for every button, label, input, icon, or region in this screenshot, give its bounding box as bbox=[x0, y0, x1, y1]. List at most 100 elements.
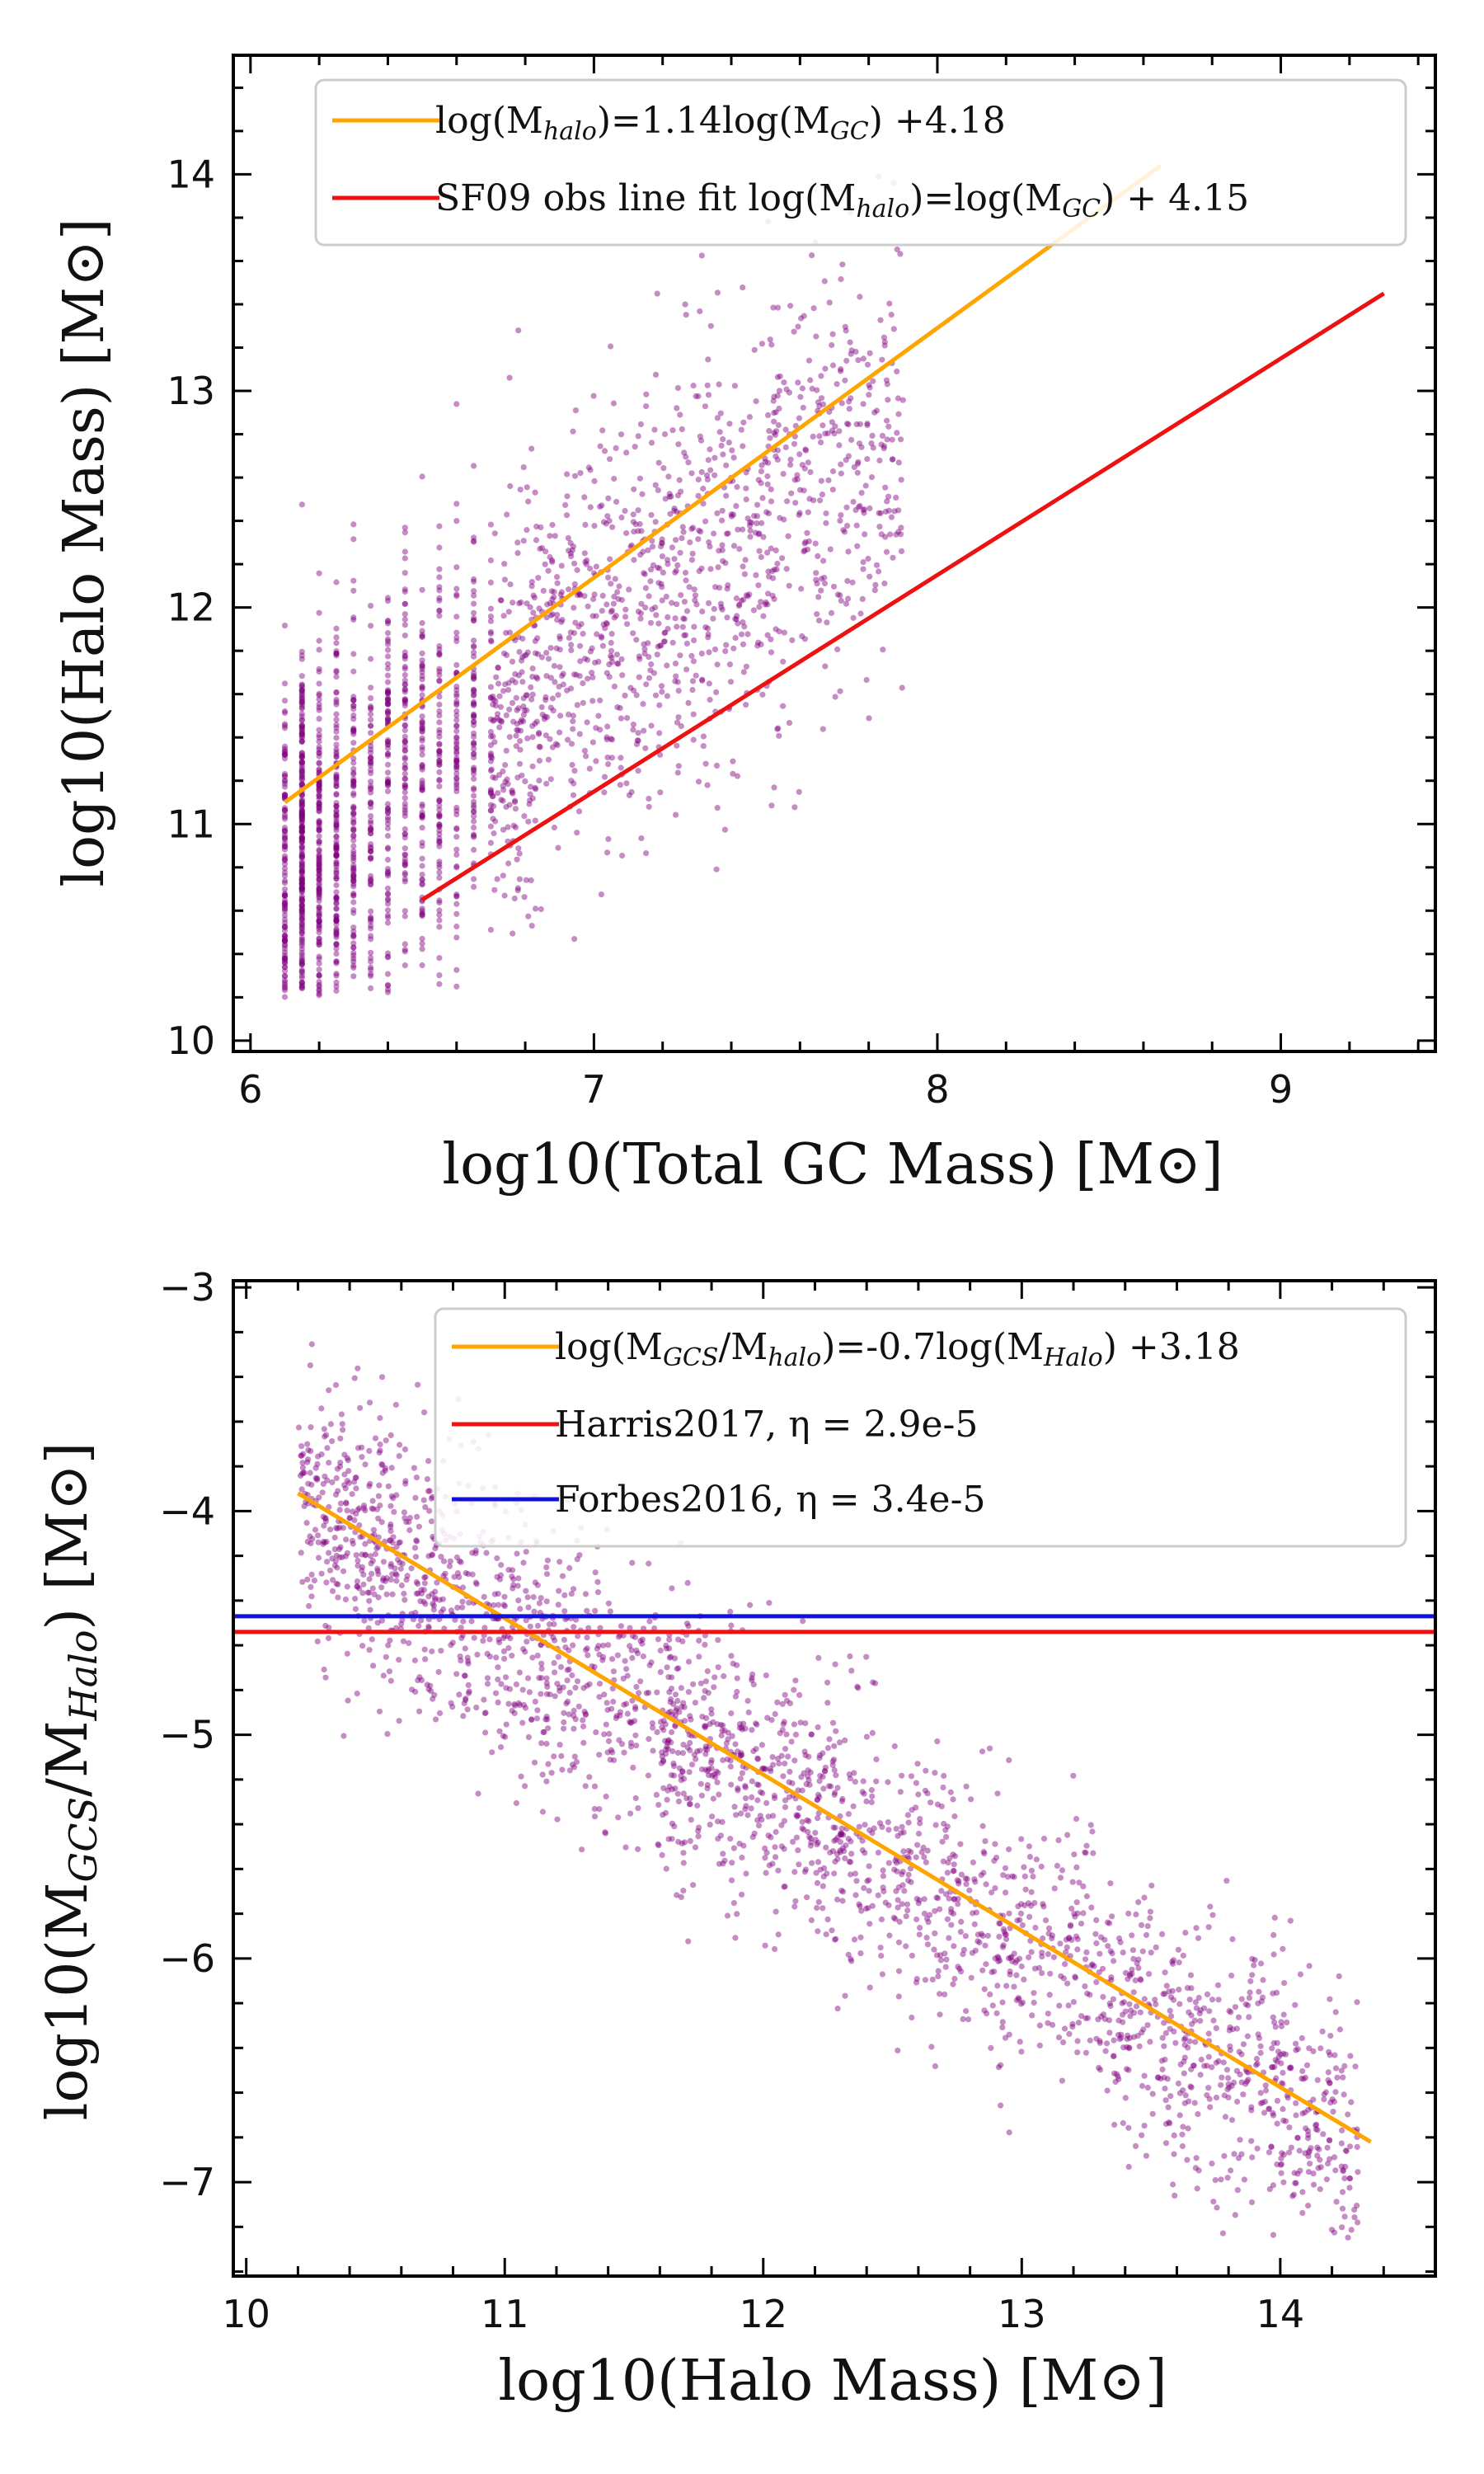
top-scatter-point bbox=[822, 365, 829, 372]
bottom-scatter-point bbox=[632, 1705, 639, 1712]
bottom-scatter-point bbox=[582, 1711, 589, 1719]
bottom-scatter-point bbox=[816, 1752, 824, 1759]
top-scatter-point bbox=[333, 667, 340, 675]
bottom-scatter-point bbox=[941, 1772, 947, 1779]
top-scatter-point bbox=[551, 594, 557, 600]
top-scatter-point bbox=[500, 688, 507, 694]
top-scatter-point bbox=[281, 933, 289, 939]
bottom-scatter-point bbox=[622, 1658, 628, 1664]
bottom-scatter-point bbox=[801, 1748, 808, 1755]
bottom-scatter-point bbox=[795, 1847, 801, 1854]
bottom-scatter-point bbox=[1225, 2094, 1232, 2100]
bottom-scatter-point bbox=[418, 1677, 425, 1683]
bottom-scatter-point bbox=[624, 1672, 631, 1679]
bottom-scatter-point bbox=[1097, 2067, 1104, 2073]
bottom-scatter-point bbox=[618, 1623, 625, 1630]
bottom-scatter-point bbox=[708, 1765, 715, 1771]
top-scatter-point bbox=[368, 783, 374, 789]
top-scatter-point bbox=[672, 678, 679, 684]
top-scatter-point bbox=[316, 855, 322, 862]
bottom-scatter-point bbox=[834, 1856, 841, 1862]
bottom-scatter-point bbox=[1058, 1973, 1064, 1979]
bottom-scatter-point bbox=[732, 1693, 740, 1700]
top-scatter-point bbox=[298, 929, 305, 936]
top-scatter-point bbox=[298, 908, 305, 915]
bottom-scatter-point bbox=[1299, 2067, 1306, 2075]
top-scatter-point bbox=[520, 538, 527, 544]
bottom-scatter-point bbox=[377, 1502, 383, 1509]
bottom-scatter-point bbox=[430, 1601, 436, 1607]
top-scatter-point bbox=[384, 825, 392, 832]
bottom-scatter-point bbox=[731, 1804, 738, 1810]
bottom-scatter-point bbox=[1304, 2128, 1312, 2134]
bottom-scatter-point bbox=[1284, 2019, 1290, 2025]
top-scatter-point bbox=[763, 599, 769, 606]
bottom-scatter-point bbox=[1090, 1850, 1097, 1856]
bottom-scatter-point bbox=[742, 1784, 749, 1790]
top-scatter-point bbox=[713, 689, 720, 696]
top-scatter-point bbox=[384, 700, 392, 708]
bottom-scatter-point bbox=[353, 1485, 359, 1492]
bottom-scatter-point bbox=[420, 1409, 428, 1416]
bottom-scatter-point bbox=[333, 1525, 340, 1531]
top-scatter-point bbox=[298, 828, 305, 835]
top-scatter-point bbox=[402, 671, 408, 679]
bottom-scatter-point bbox=[361, 1617, 368, 1624]
top-scatter-point bbox=[868, 440, 875, 447]
top-scatter-point bbox=[384, 890, 392, 897]
bottom-scatter-point bbox=[715, 1836, 721, 1842]
top-scatter-point bbox=[567, 539, 574, 547]
bottom-scatter-point bbox=[1255, 2000, 1261, 2006]
top-scatter-point bbox=[593, 563, 600, 570]
top-scatter-point bbox=[715, 564, 721, 571]
bottom-scatter-point bbox=[385, 1483, 392, 1489]
bottom-scatter-point bbox=[666, 1645, 673, 1652]
top-scatter-point bbox=[471, 831, 477, 838]
bottom-scatter-point bbox=[847, 1776, 853, 1782]
top-scatter-point bbox=[316, 870, 322, 877]
top-scatter-point bbox=[490, 733, 496, 740]
bottom-scatter-point bbox=[497, 1744, 505, 1751]
top-scatter-point bbox=[756, 548, 763, 554]
bottom-scatter-point bbox=[814, 1879, 821, 1886]
top-scatter-point bbox=[316, 877, 322, 883]
bottom-scatter-point bbox=[502, 1733, 509, 1740]
top-scatter-point bbox=[281, 955, 289, 962]
bottom-scatter-point bbox=[1030, 1873, 1036, 1880]
bottom-scatter-point bbox=[484, 1681, 491, 1687]
top-scatter-point bbox=[631, 529, 637, 535]
top-scatter-point bbox=[333, 867, 340, 873]
bottom-scatter-point bbox=[946, 1855, 953, 1861]
bottom-scatter-point bbox=[702, 1746, 709, 1752]
top-scatter-point bbox=[402, 941, 408, 948]
top-scatter-point bbox=[298, 689, 305, 696]
bottom-scatter-point bbox=[1171, 2132, 1177, 2138]
top-scatter-point bbox=[298, 825, 305, 832]
bottom-scatter-point bbox=[1021, 1976, 1027, 1982]
top-scatter-point bbox=[528, 583, 535, 590]
top-scatter-point bbox=[840, 527, 847, 534]
bottom-scatter-point bbox=[1060, 2039, 1067, 2046]
bottom-scatter-point bbox=[355, 1445, 362, 1451]
bottom-scatter-point bbox=[372, 1550, 378, 1558]
bottom-scatter-point bbox=[1120, 2019, 1126, 2025]
bottom-scatter-point bbox=[727, 1836, 734, 1842]
top-scatter-point bbox=[646, 593, 652, 600]
bottom-scatter-point bbox=[304, 1576, 311, 1583]
top-scatter-point bbox=[298, 776, 305, 783]
top-scatter-point bbox=[726, 440, 732, 446]
top-scatter-point bbox=[650, 562, 657, 569]
top-scatter-point bbox=[661, 430, 669, 438]
bottom-scatter-point bbox=[1225, 2081, 1232, 2087]
bottom-scatter-point bbox=[909, 1952, 915, 1959]
bottom-scatter-point bbox=[378, 1374, 386, 1380]
top-scatter-point bbox=[630, 727, 636, 733]
top-scatter-point bbox=[316, 766, 322, 773]
bottom-scatter-point bbox=[1286, 2124, 1293, 2131]
bottom-scatter-point bbox=[1098, 1934, 1105, 1940]
bottom-scatter-point bbox=[1340, 2074, 1346, 2081]
top-scatter-point bbox=[453, 661, 460, 669]
top-scatter-point bbox=[419, 787, 425, 793]
top-scatter-point bbox=[504, 776, 510, 783]
top-scatter-point bbox=[419, 801, 425, 808]
